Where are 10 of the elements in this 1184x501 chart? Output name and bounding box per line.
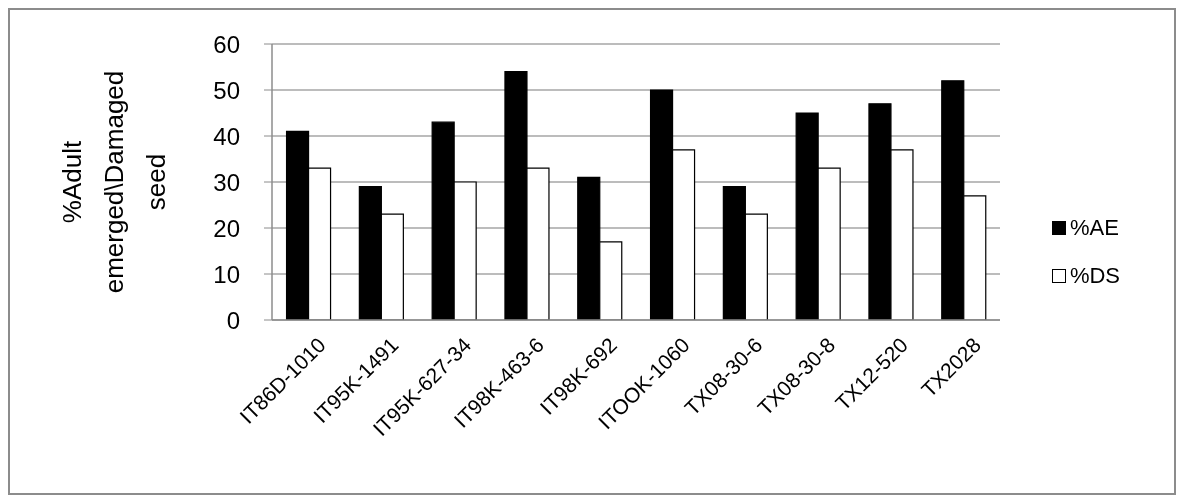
- y-tick-label: 60: [213, 30, 240, 58]
- y-tick-label: 20: [213, 214, 240, 242]
- y-tick-label: 30: [213, 168, 240, 196]
- y-tick-label: 40: [213, 122, 240, 150]
- legend-label: %AE: [1070, 214, 1119, 241]
- y-tick-label: 50: [213, 76, 240, 104]
- y-tick-label: 10: [213, 260, 240, 288]
- y-axis-title: %Adult emerged\Damaged seed: [57, 70, 172, 294]
- legend-label: %DS: [1069, 262, 1120, 289]
- y-tick-label: 0: [226, 306, 240, 334]
